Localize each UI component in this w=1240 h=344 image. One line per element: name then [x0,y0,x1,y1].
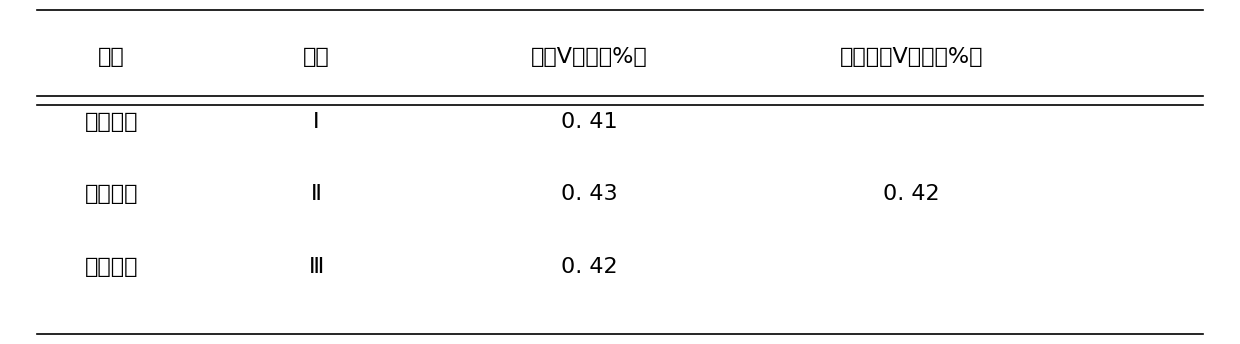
Text: 模式: 模式 [98,47,125,67]
Text: 0. 41: 0. 41 [560,112,618,132]
Text: Ⅱ: Ⅱ [311,184,321,204]
Text: 0. 42: 0. 42 [883,184,940,204]
Text: Ⅲ: Ⅲ [309,257,324,277]
Text: 0. 43: 0. 43 [560,184,618,204]
Text: 春季种植: 春季种植 [84,184,139,204]
Text: 春季种植: 春季种植 [84,257,139,277]
Text: 0. 42: 0. 42 [560,257,618,277]
Text: 平均甜苷Ⅴ含量（%）: 平均甜苷Ⅴ含量（%） [839,47,983,67]
Text: 春季种植: 春季种植 [84,112,139,132]
Text: Ⅰ: Ⅰ [312,112,320,132]
Text: 重复: 重复 [303,47,330,67]
Text: 甜苷Ⅴ含量（%）: 甜苷Ⅴ含量（%） [531,47,647,67]
